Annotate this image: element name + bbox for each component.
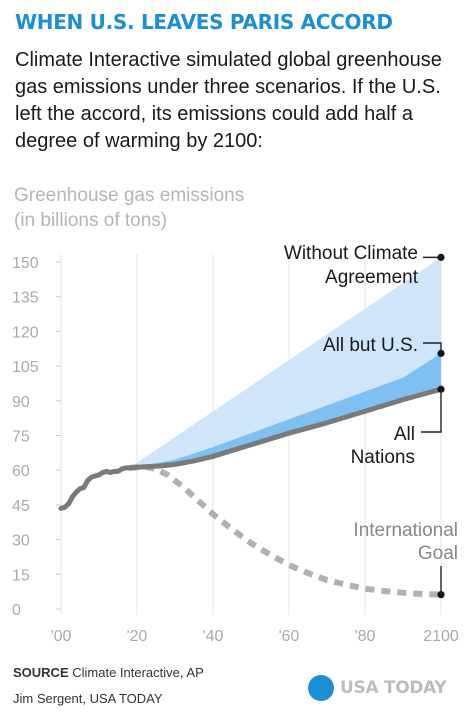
x-tick-label-2100: 2100 <box>423 628 459 645</box>
scenario-areas <box>129 257 441 468</box>
label-without-agreement-line2: Agreement <box>325 267 419 288</box>
y-axis-title-line1: Greenhouse gas emissions <box>14 185 244 206</box>
source-text: Climate Interactive, AP <box>68 665 204 680</box>
footer: SOURCE Climate Interactive, AP Jim Serge… <box>13 660 313 712</box>
y-tick-label-15: 15 <box>12 567 30 584</box>
y-tick-label-150: 150 <box>12 255 39 272</box>
usa-today-logo: USA TODAY <box>308 674 447 702</box>
y-axis-title-line2: (in billions of tons) <box>14 210 167 231</box>
y-tick-label-0: 0 <box>12 602 21 619</box>
source-label: SOURCE <box>13 665 69 680</box>
headline: WHEN U.S. LEAVES PARIS ACCORD <box>15 10 393 34</box>
leader-all-nations <box>421 389 442 433</box>
y-tick-label-90: 90 <box>12 394 30 411</box>
area-without-agreement <box>129 257 441 468</box>
x-tick-label-2000: '00 <box>51 628 72 645</box>
label-all-nations-line1: All <box>394 424 415 445</box>
y-tick-label-45: 45 <box>12 498 30 515</box>
y-tick-label-105: 105 <box>12 359 39 376</box>
label-international-goal-line1: International <box>353 520 458 541</box>
scenario-lines <box>58 386 444 598</box>
label-without-agreement-line1: Without Climate <box>284 243 418 264</box>
annotations: Without Climate Agreement All but U.S. AllN… <box>284 243 458 599</box>
label-all-nations-line2: Nations <box>351 447 415 468</box>
label-all-but-us: All but U.S. <box>323 335 418 356</box>
line-historical <box>58 465 132 511</box>
x-tick-label-2060: '60 <box>279 628 300 645</box>
y-tick-label-75: 75 <box>12 429 30 446</box>
intro-text: Climate Interactive simulated global gre… <box>15 49 442 152</box>
logo-text: USA TODAY <box>340 678 447 698</box>
y-tick-label-135: 135 <box>12 290 39 307</box>
leader-all-but-us <box>423 342 442 354</box>
credit: Jim Sergent, USA TODAY <box>13 691 163 706</box>
x-tick-label-2040: '40 <box>203 628 224 645</box>
x-tick-label-2020: '20 <box>127 628 148 645</box>
y-tick-label-120: 120 <box>12 324 39 341</box>
x-tick-label-2080: '80 <box>355 628 376 645</box>
y-tick-label-30: 30 <box>12 533 30 550</box>
label-international-goal-line2: Goal <box>418 543 458 564</box>
logo-dot-icon <box>308 675 334 701</box>
source-line: SOURCE Climate Interactive, AP <box>13 660 313 686</box>
line-all-nations <box>126 386 444 471</box>
y-tick-label-60: 60 <box>12 463 30 480</box>
axis-ticks: 0 15 30 45 60 75 90 105 120 135 150 '00 '20 '40 '60 '80… <box>12 255 459 645</box>
line-international-goal <box>129 463 442 598</box>
